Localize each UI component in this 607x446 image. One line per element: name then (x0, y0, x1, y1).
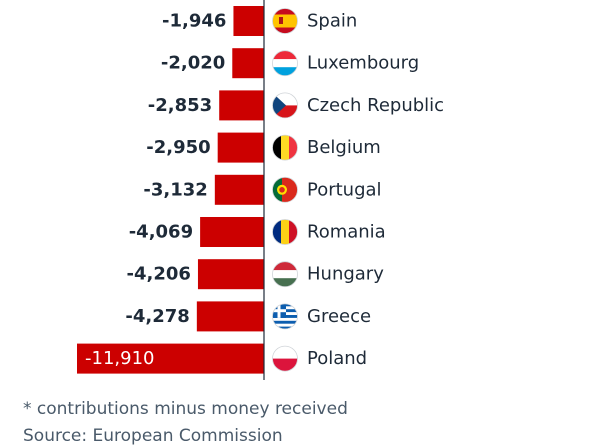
bar-luxembourg (232, 48, 264, 79)
luxembourg-flag-icon (272, 50, 298, 77)
bar-belgium (217, 132, 264, 163)
poland-flag-icon (272, 345, 298, 372)
source-text: Source: European Commission (23, 426, 283, 446)
value-label: -4,278 (125, 306, 189, 327)
value-label: -4,069 (129, 222, 193, 243)
greece-flag-icon (272, 303, 298, 330)
country-label: Romania (307, 222, 386, 243)
country-label: Belgium (307, 137, 381, 158)
value-label: -2,950 (146, 137, 210, 158)
country-label: Portugal (307, 179, 382, 200)
bar-romania (200, 217, 264, 247)
romania-flag-icon (272, 219, 298, 245)
country-label: Spain (307, 11, 357, 32)
bar-spain (233, 6, 264, 36)
portugal-flag-icon (272, 176, 298, 203)
value-label: -3,132 (143, 179, 207, 200)
country-label: Poland (307, 348, 367, 369)
bar-hungary (197, 259, 264, 290)
value-label: -2,853 (148, 95, 212, 116)
bar-chart: -1,946 -2,020 -2,853 -2,950 -3,132 -4,069 -4,2… (77, 0, 444, 380)
value-label: -1,946 (162, 11, 226, 32)
czech-republic-flag-icon (272, 92, 298, 119)
country-label: Czech Republic (307, 95, 444, 116)
country-label: Greece (307, 306, 371, 327)
bar-poland (77, 343, 264, 374)
value-label: -11,910 (85, 348, 154, 369)
bar-greece (196, 301, 264, 332)
value-label: -4,206 (127, 264, 191, 285)
bar-portugal (214, 174, 264, 205)
footnote-text: * contributions minus money received (23, 399, 348, 419)
country-label: Luxembourg (307, 53, 419, 74)
country-label: Hungary (307, 264, 384, 285)
spain-flag-icon (272, 8, 298, 34)
bar-czech-republic (219, 90, 264, 121)
hungary-flag-icon (272, 261, 298, 288)
value-label: -2,020 (161, 53, 225, 74)
belgium-flag-icon (272, 134, 298, 161)
